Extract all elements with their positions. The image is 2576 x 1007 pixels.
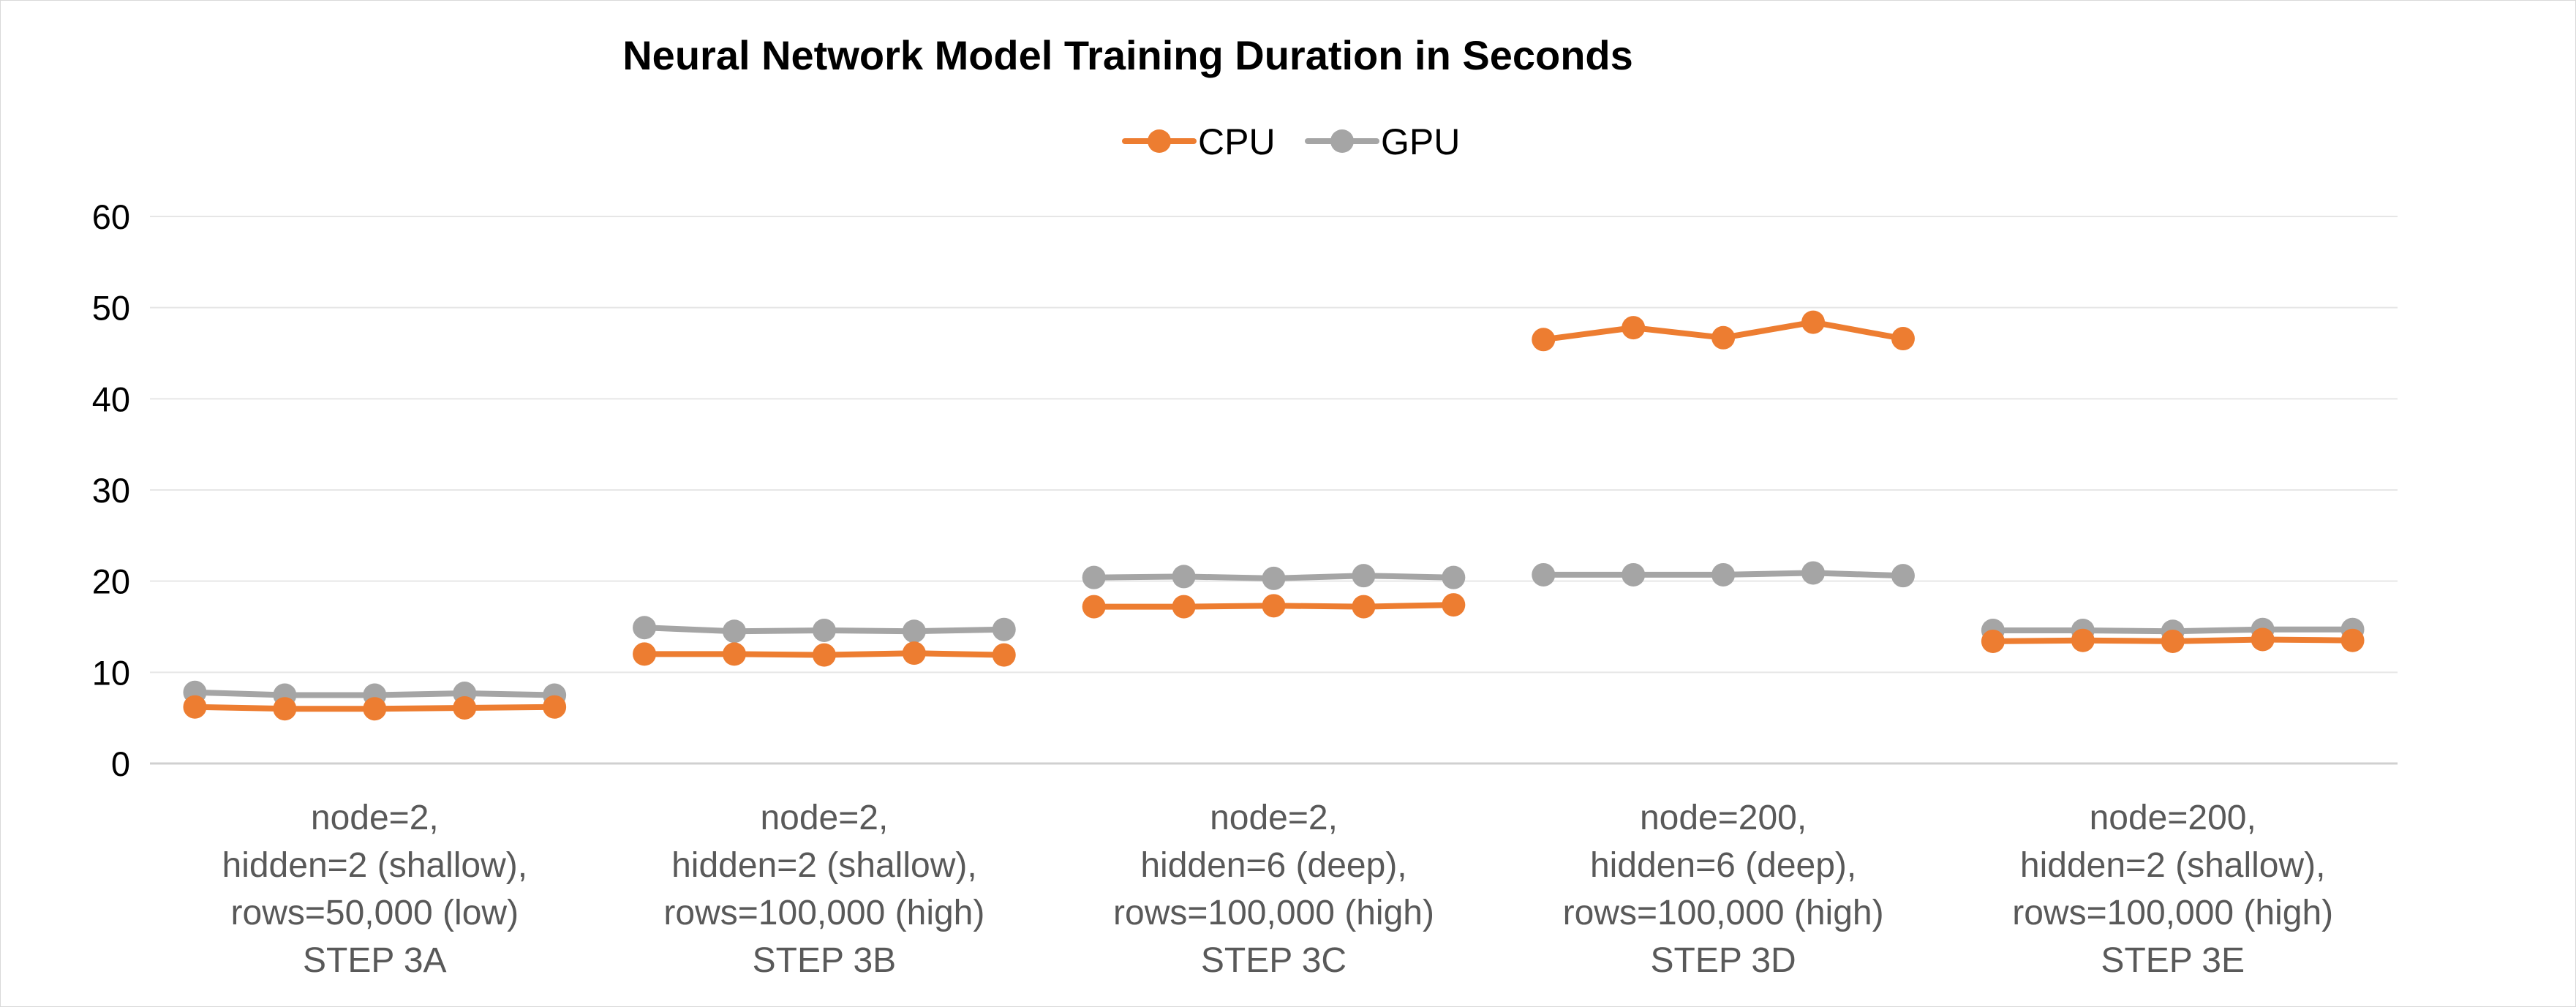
data-point-cpu	[2071, 628, 2095, 652]
category-label: node=2, hidden=2 (shallow), rows=100,000 (…	[663, 799, 984, 980]
data-point-cpu	[1262, 594, 1286, 618]
grid	[150, 216, 2398, 765]
data-point-gpu	[1352, 564, 1376, 588]
data-point-gpu	[1711, 562, 1736, 587]
legend: CPU GPU	[1122, 121, 1460, 162]
category-label-line: hidden=2 (shallow),	[2020, 846, 2326, 885]
legend-item-gpu: GPU	[1305, 121, 1460, 162]
category-label-line: node=2,	[311, 799, 439, 837]
data-point-gpu	[1442, 565, 1466, 589]
legend-marker	[1330, 129, 1354, 153]
data-point-cpu	[2340, 628, 2365, 652]
category-label: node=200, hidden=2 (shallow), rows=100,000…	[2012, 799, 2333, 980]
y-tick-label: 0	[111, 744, 130, 783]
data-point-gpu	[722, 619, 746, 644]
data-point-gpu	[1891, 564, 1915, 588]
legend-item-cpu: CPU	[1122, 121, 1276, 162]
data-point-cpu	[1352, 595, 1376, 619]
y-tick-label: 60	[92, 197, 130, 236]
data-point-cpu	[1172, 595, 1196, 619]
category-label-line: rows=100,000 (high)	[1113, 894, 1434, 932]
data-point-cpu	[812, 643, 836, 667]
data-point-gpu	[1532, 562, 1556, 587]
y-tick-label: 10	[92, 653, 130, 692]
data-point-cpu	[183, 695, 207, 719]
data-point-cpu	[543, 695, 567, 719]
data-point-cpu	[633, 642, 657, 666]
category-label-line: node=200,	[1640, 799, 1807, 837]
data-point-cpu	[1622, 316, 1646, 340]
data-point-gpu	[992, 617, 1016, 641]
data-point-cpu	[902, 641, 926, 665]
y-tick-label: 50	[92, 289, 130, 328]
category-label-line: hidden=2 (shallow),	[222, 846, 528, 885]
data-point-gpu	[1622, 562, 1646, 587]
data-point-cpu	[1082, 595, 1106, 619]
data-point-cpu	[1532, 328, 1556, 352]
legend-label: GPU	[1381, 121, 1460, 162]
category-label-line: STEP 3D	[1650, 941, 1796, 980]
data-point-cpu	[453, 695, 477, 720]
chart-title: Neural Network Model Training Duration i…	[622, 32, 1633, 78]
y-axis-ticks: 0 10 20 30 40 50 60	[92, 197, 130, 783]
data-point-gpu	[1172, 565, 1196, 589]
data-point-cpu	[1442, 593, 1466, 617]
category-label-line: rows=100,000 (high)	[1563, 894, 1884, 932]
data-point-cpu	[2161, 629, 2185, 653]
data-point-cpu	[1711, 325, 1736, 350]
data-point-gpu	[1082, 565, 1106, 589]
category-label-line: hidden=6 (deep),	[1140, 846, 1406, 885]
data-point-cpu	[722, 642, 746, 666]
category-label-line: STEP 3B	[753, 941, 897, 980]
category-label-line: rows=50,000 (low)	[231, 894, 519, 932]
category-label-line: STEP 3A	[303, 941, 447, 980]
category-label-line: rows=100,000 (high)	[663, 894, 984, 932]
data-point-cpu	[363, 697, 387, 721]
data-point-gpu	[812, 618, 836, 642]
category-label-line: rows=100,000 (high)	[2012, 894, 2333, 932]
data-point-gpu	[633, 616, 657, 640]
category-label: node=2, hidden=2 (shallow), rows=50,000 (l…	[222, 799, 528, 980]
category-label-line: STEP 3E	[2101, 941, 2245, 980]
legend-marker	[1148, 129, 1171, 153]
category-label: node=200, hidden=6 (deep), rows=100,000 (h…	[1563, 799, 1884, 980]
data-point-cpu	[1801, 310, 1826, 334]
data-point-cpu	[2251, 627, 2275, 652]
data-point-cpu	[273, 697, 297, 721]
data-point-cpu	[1981, 629, 2005, 653]
data-point-gpu	[1262, 566, 1286, 590]
category-label-line: STEP 3C	[1201, 941, 1347, 980]
data-point-gpu	[1801, 561, 1826, 585]
y-tick-label: 40	[92, 380, 130, 418]
series-cpu	[183, 310, 2365, 721]
data-point-cpu	[1891, 327, 1915, 351]
series-gpu	[183, 561, 2365, 707]
category-label-line: node=2,	[1210, 799, 1338, 837]
data-point-cpu	[992, 643, 1016, 667]
category-label-line: hidden=2 (shallow),	[671, 846, 977, 885]
category-label: node=2, hidden=6 (deep), rows=100,000 (hig…	[1113, 799, 1434, 980]
category-label-line: node=200,	[2090, 799, 2256, 837]
y-tick-label: 30	[92, 471, 130, 510]
legend-label: CPU	[1198, 121, 1276, 162]
series-layer	[183, 310, 2365, 721]
category-label-line: hidden=6 (deep),	[1590, 846, 1856, 885]
x-axis-category-labels: node=2, hidden=2 (shallow), rows=50,000 (l…	[222, 799, 2334, 980]
category-label-line: node=2,	[760, 799, 888, 837]
y-tick-label: 20	[92, 562, 130, 601]
data-point-gpu	[902, 619, 926, 644]
